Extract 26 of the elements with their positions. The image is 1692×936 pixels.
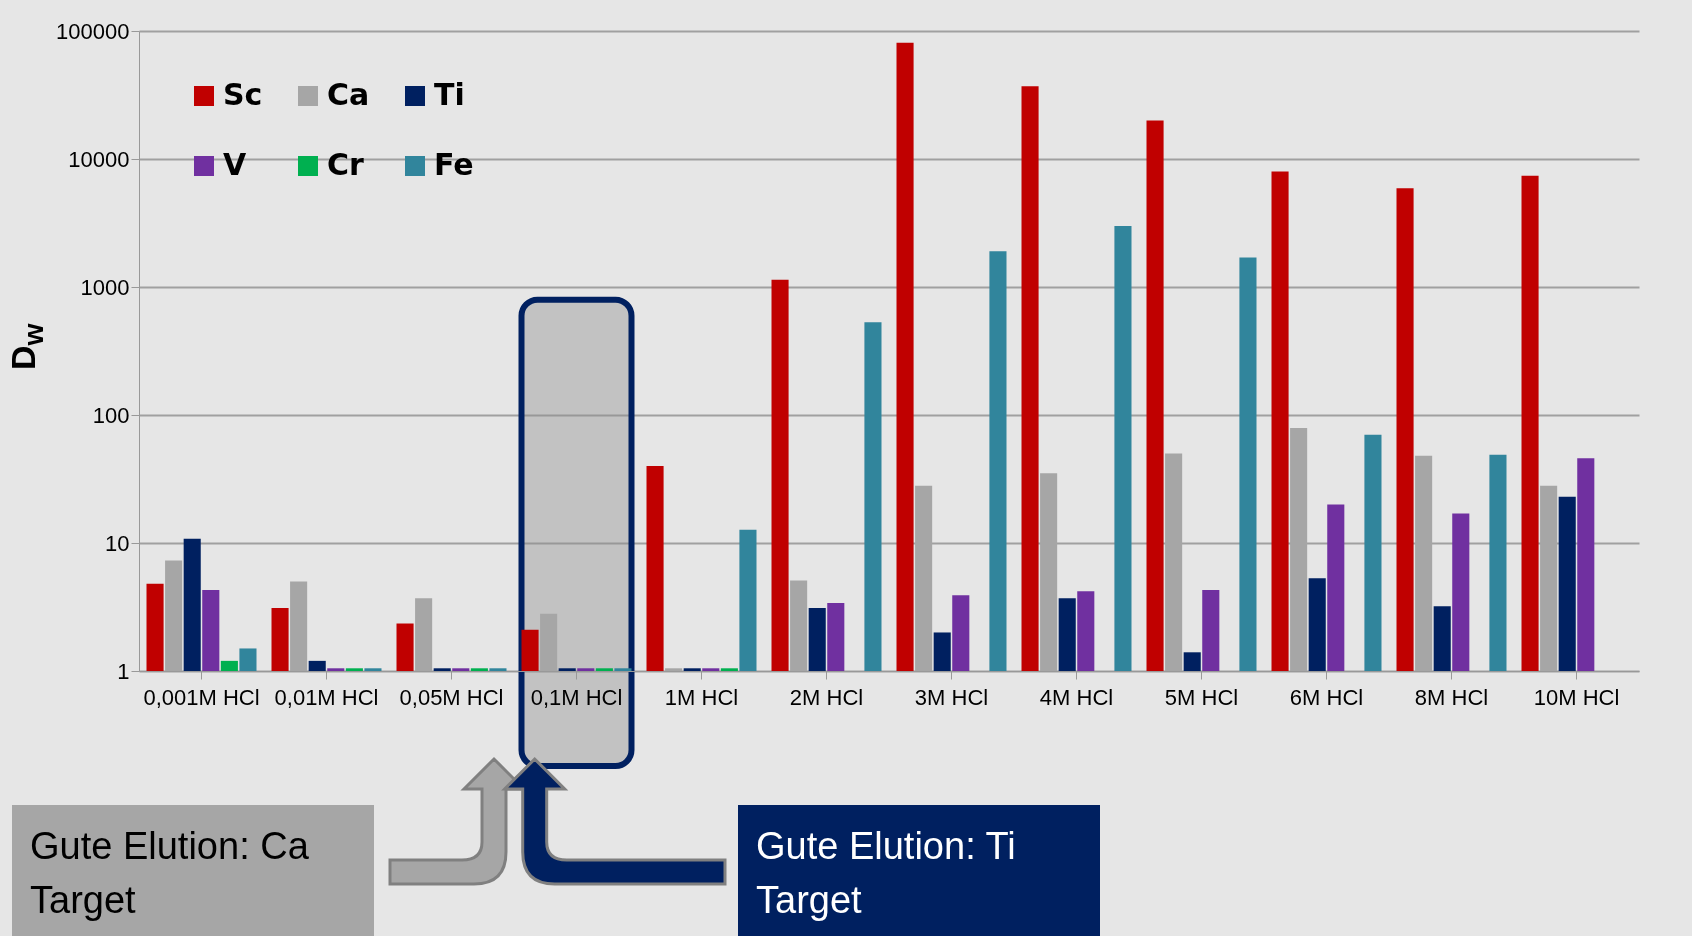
legend-label: Ti [434,77,465,112]
y-tick-label: 100000 [56,18,130,44]
y-tick-label: 1000 [80,274,130,300]
x-tick-label: 2M HCl [789,684,864,710]
legend-label: Fe [434,147,474,182]
x-tick-label: 3M HCl [914,684,989,710]
y-tick-label: 10 [105,530,130,556]
legend-label: Ca [327,77,370,112]
legend-label: Sc [223,77,263,112]
legend-label: Cr [327,147,365,182]
x-tick-label: 0,01M HCl [274,684,379,710]
x-tick-label: 0,1M HCl [530,684,623,710]
legend-label: V [223,147,247,182]
x-tick-label: 8M HCl [1414,684,1489,710]
y-tick-label: 1 [117,658,130,684]
text: Gute Elution: Ca Target [12,805,374,936]
text: Gute Elution: Ti Target [738,805,1100,936]
x-tick-label: 5M HCl [1164,684,1239,710]
x-tick-label: 6M HCl [1289,684,1364,710]
y-tick-label: 10000 [68,146,130,172]
y-tick-label: 100 [92,402,130,428]
x-tick-label: 4M HCl [1039,684,1114,710]
x-tick-label: 1M HCl [664,684,739,710]
x-tick-label: 0,001M HCl [143,684,260,710]
x-tick-label: 0,05M HCl [399,684,504,710]
x-tick-label: 10M HCl [1533,684,1620,710]
